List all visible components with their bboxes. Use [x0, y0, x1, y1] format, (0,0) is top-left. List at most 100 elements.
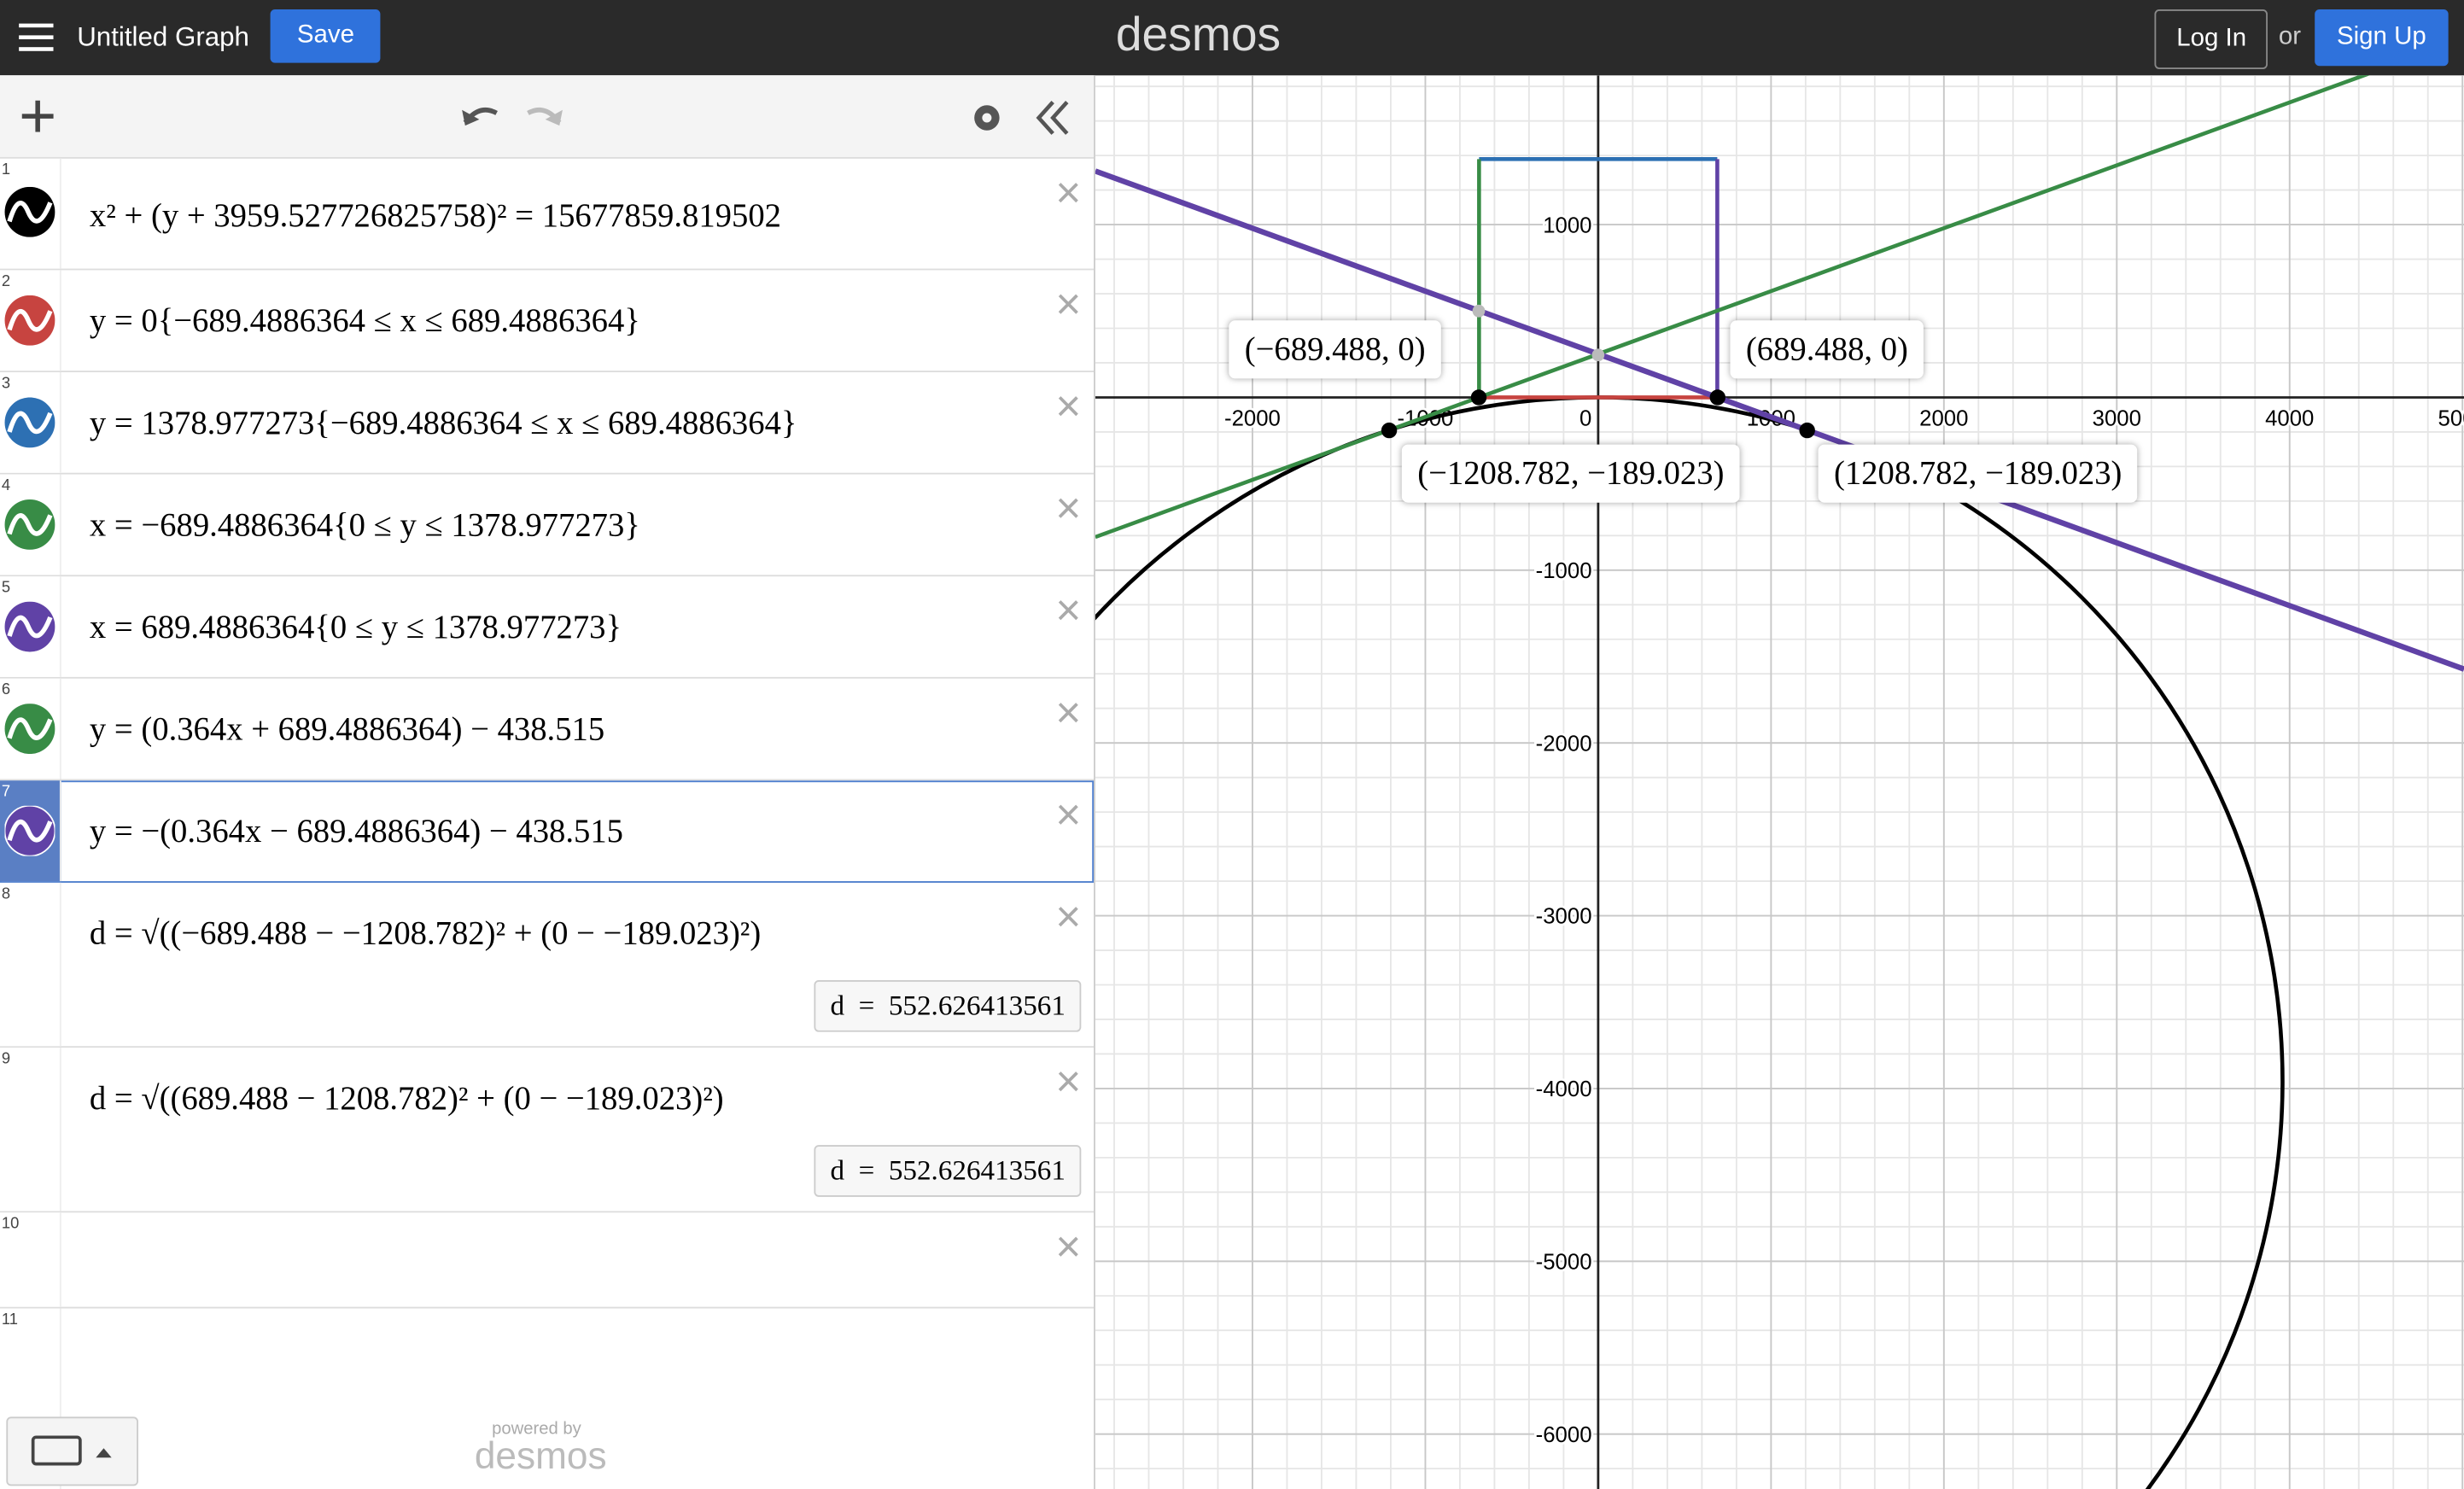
color-icon[interactable]	[4, 397, 55, 448]
graph-canvas[interactable]: -2000 -1000 0 1000 2000 3000 4000 5000 1000 -1000…	[1095, 75, 2464, 1489]
footer-logo: desmos	[474, 1435, 607, 1479]
color-icon[interactable]	[4, 601, 55, 652]
y-tick-label: -1000	[1536, 559, 1592, 583]
color-icon[interactable]	[4, 186, 55, 237]
expression-text[interactable]: y = −(0.364x − 689.4886364) − 438.515	[89, 812, 623, 850]
expression-row[interactable]: 5 x = 689.4886364{0 ≤ y ≤ 1378.977273} ×	[0, 576, 1095, 679]
gutter: 7	[0, 780, 61, 882]
row-index: 1	[1, 161, 11, 179]
logo: desmos	[1115, 9, 1282, 61]
icon-wave	[7, 201, 53, 224]
menu-icon[interactable]	[19, 22, 54, 54]
delete-button[interactable]: ×	[1055, 167, 1082, 217]
delete-button[interactable]: ×	[1055, 483, 1082, 533]
expression-text[interactable]: x² + (y + 3959.527726825758)² = 15677859…	[89, 196, 781, 235]
x-tick-label: 2000	[1919, 407, 1968, 431]
point-label[interactable]: (1208.782, −189.023)	[1818, 444, 2138, 503]
color-icon[interactable]	[4, 499, 55, 550]
expression-text[interactable]: d = √((689.488 − 1208.782)² + (0 − −189.…	[89, 1078, 724, 1118]
expression-row[interactable]: 9 d = √((689.488 − 1208.782)² + (0 − −189…	[0, 1048, 1095, 1213]
points	[1381, 304, 1815, 439]
delete-button[interactable]: ×	[1055, 382, 1082, 431]
delete-button[interactable]: ×	[1055, 891, 1082, 941]
row-index: 2	[1, 273, 11, 291]
delete-button[interactable]: ×	[1055, 586, 1082, 635]
delete-button[interactable]: ×	[1055, 1222, 1082, 1271]
purple-line	[1095, 168, 2464, 672]
color-icon[interactable]	[4, 295, 55, 346]
x-tick-label: 3000	[2093, 407, 2141, 431]
expression-row[interactable]: 6 y = (0.364x + 689.4886364) − 438.515 ×	[0, 678, 1095, 781]
graph-title[interactable]: Untitled Graph	[77, 21, 249, 52]
toolbar	[0, 75, 1095, 159]
row-index: 10	[1, 1215, 20, 1234]
row-index: 6	[1, 681, 11, 699]
expression-row[interactable]: 3 y = 1378.977273{−689.4886364 ≤ x ≤ 689.…	[0, 372, 1095, 475]
expression-text[interactable]: y = (0.364x + 689.4886364) − 438.515	[89, 709, 605, 748]
expression-panel: 1 x² + (y + 3959.527726825758)² = 1567785…	[0, 75, 1095, 1489]
row-index: 8	[1, 885, 11, 903]
expression-row[interactable]: 4 x = −689.4886364{0 ≤ y ≤ 1378.977273} ×	[0, 474, 1095, 577]
x-tick-label: -1000	[1397, 407, 1453, 431]
expression-result: d = 552.626413561	[815, 1145, 1082, 1197]
gutter: 10	[0, 1212, 61, 1307]
delete-button[interactable]: ×	[1055, 279, 1082, 329]
x-tick-label: 0	[1579, 407, 1591, 431]
expression-list: 1 x² + (y + 3959.527726825758)² = 1567785…	[0, 158, 1095, 1489]
gutter: 5	[0, 576, 61, 677]
save-button[interactable]: Save	[270, 9, 382, 63]
x-tick-label: 4000	[2265, 407, 2314, 431]
y-tick-label: -2000	[1536, 732, 1592, 756]
row-index: 3	[1, 375, 11, 393]
gutter: 4	[0, 474, 61, 575]
signup-button[interactable]: Sign Up	[2315, 9, 2449, 67]
or-text: or	[2278, 23, 2302, 50]
icon-wave	[7, 819, 53, 843]
icon-wave	[7, 309, 53, 332]
toolbar-icons	[21, 100, 1069, 135]
delete-button[interactable]: ×	[1055, 687, 1082, 737]
point-label[interactable]: (689.488, 0)	[1730, 320, 1924, 379]
point-label[interactable]: (−689.488, 0)	[1229, 320, 1442, 379]
gutter: 3	[0, 372, 61, 473]
login-button[interactable]: Log In	[2154, 9, 2268, 69]
y-tick-label: -3000	[1536, 905, 1592, 929]
expression-text[interactable]: y = 1378.977273{−689.4886364 ≤ x ≤ 689.4…	[89, 403, 797, 441]
gutter: 6	[0, 678, 61, 780]
row-index: 11	[1, 1311, 18, 1329]
expression-text[interactable]: d = √((−689.488 − −1208.782)² + (0 − −18…	[89, 914, 762, 952]
color-icon[interactable]	[4, 805, 55, 856]
icon-wave	[7, 717, 53, 740]
color-icon[interactable]	[4, 704, 55, 755]
gutter: 9	[0, 1048, 61, 1212]
expression-text[interactable]: x = −689.4886364{0 ≤ y ≤ 1378.977273}	[89, 505, 640, 544]
expression-text[interactable]: x = 689.4886364{0 ≤ y ≤ 1378.977273}	[89, 607, 622, 646]
gutter: 8	[0, 882, 61, 1047]
collapse-icon[interactable]	[1036, 101, 1069, 135]
expression-row[interactable]: 2 y = 0{−689.4886364 ≤ x ≤ 689.4886364} ×	[0, 270, 1095, 373]
point-label[interactable]: (−1208.782, −189.023)	[1401, 444, 1740, 503]
x-tick-label: 5000	[2438, 407, 2464, 431]
expression-row[interactable]: 1 x² + (y + 3959.527726825758)² = 1567785…	[0, 158, 1095, 271]
icon-wave	[7, 411, 53, 435]
y-tick-label: 1000	[1543, 213, 1591, 237]
expression-row[interactable]: 7 y = −(0.364x − 689.4886364) − 438.515 ×	[0, 780, 1095, 883]
expression-text[interactable]: y = 0{−689.4886364 ≤ x ≤ 689.4886364}	[89, 301, 640, 340]
gutter: 1	[0, 158, 61, 269]
icon-wave	[7, 513, 53, 536]
expression-row[interactable]: 10 ×	[0, 1212, 1095, 1309]
icon-wave	[7, 615, 53, 639]
expression-result: d = 552.626413561	[815, 979, 1082, 1032]
delete-button[interactable]: ×	[1055, 1057, 1082, 1107]
keyboard-button[interactable]	[6, 1416, 138, 1486]
green-line	[1095, 75, 2370, 540]
y-tick-label: -5000	[1536, 1250, 1592, 1274]
row-index: 4	[1, 477, 11, 495]
header: Untitled Graph Save desmos Log In or Sig…	[0, 0, 2464, 76]
x-tick-label: 1000	[1747, 407, 1795, 431]
delete-button[interactable]: ×	[1055, 790, 1082, 839]
circle-curve	[1095, 395, 2285, 1489]
y-tick-label: -6000	[1536, 1423, 1592, 1447]
expression-row[interactable]: 8 d = √((−689.488 − −1208.782)² + (0 − −1…	[0, 882, 1095, 1048]
